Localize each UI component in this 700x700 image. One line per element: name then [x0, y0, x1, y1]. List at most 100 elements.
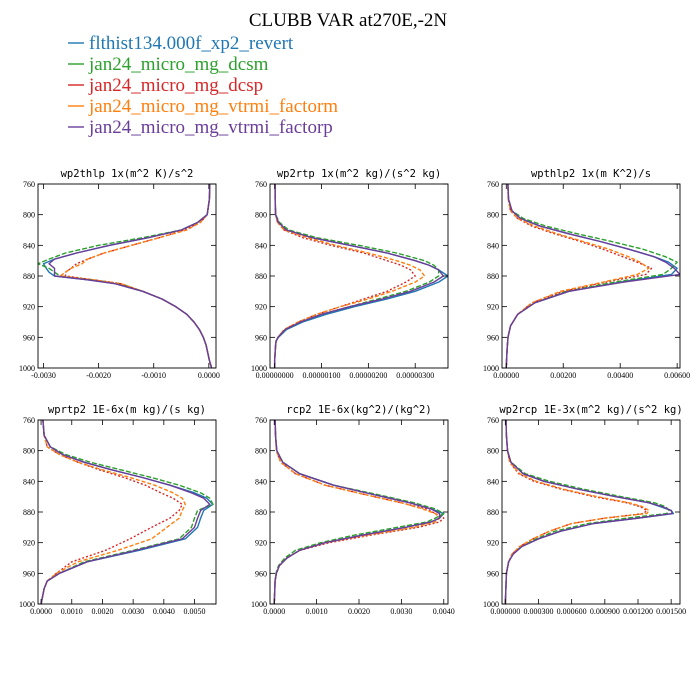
x-tick-label: 0.00000 — [493, 371, 519, 380]
y-tick-label: 840 — [23, 241, 35, 250]
panel-title: wp2rcp 1E-3x(m^2 kg)/(s^2 kg) — [499, 404, 682, 416]
x-tick-label: 0.00200 — [550, 371, 576, 380]
series-line — [40, 420, 214, 604]
y-tick-label: 840 — [487, 477, 499, 486]
panel-title: wpthlp2 1x(m K^2)/s — [531, 168, 651, 180]
y-tick-label: 960 — [255, 333, 267, 342]
panel-title: rcp2 1E-6x(kg^2)/(kg^2) — [286, 404, 431, 416]
series-line — [505, 184, 680, 368]
chart-panel: wprtp2 1E-6x(m kg)/(s kg) 760 800 840 880 920… — [19, 404, 217, 616]
x-tick-label: -0.0030 — [31, 371, 56, 380]
series-line — [273, 184, 445, 368]
y-tick-label: 840 — [255, 241, 267, 250]
y-tick-label: 920 — [23, 303, 35, 312]
series-line — [505, 184, 678, 368]
y-tick-label: 1000 — [483, 364, 499, 373]
y-tick-label: 880 — [255, 508, 267, 517]
legend-label: jan24_micro_mg_vtrmi_factorm — [88, 96, 338, 117]
x-tick-label: 0.00000000 — [256, 371, 294, 380]
x-tick-label: 0.00400 — [607, 371, 633, 380]
plot-frame — [269, 183, 449, 369]
x-tick-label: 0.000600 — [557, 607, 587, 616]
y-tick-label: 880 — [23, 272, 35, 281]
x-tick-label: 0.000300 — [523, 607, 553, 616]
series-line — [42, 184, 213, 368]
x-tick-label: 0.001500 — [656, 607, 686, 616]
y-tick-label: 1000 — [251, 600, 267, 609]
y-tick-label: 760 — [487, 180, 499, 189]
series-line — [273, 184, 426, 368]
series-group — [40, 420, 214, 604]
series-line — [504, 420, 650, 604]
series-line — [505, 184, 653, 368]
y-tick-label: 1000 — [19, 600, 35, 609]
y-tick-label: 800 — [255, 447, 267, 456]
x-tick-label: 0.000900 — [590, 607, 620, 616]
x-tick-label: -0.0010 — [141, 371, 166, 380]
x-tick-label: 0.001200 — [623, 607, 653, 616]
series-line — [504, 420, 673, 604]
y-tick-label: 1000 — [251, 364, 267, 373]
y-tick-label: 800 — [487, 211, 499, 220]
series-line — [273, 420, 441, 604]
y-tick-label: 920 — [487, 303, 499, 312]
x-tick-label: 0.0020 — [91, 607, 113, 616]
series-line — [273, 184, 440, 368]
x-tick-label: 0.0040 — [433, 607, 455, 616]
series-line — [38, 184, 213, 368]
legend-label: jan24_micro_mg_dcsp — [88, 75, 263, 96]
series-group — [38, 184, 213, 368]
series-line — [505, 184, 678, 368]
y-tick-label: 840 — [23, 477, 35, 486]
y-tick-label: 960 — [23, 569, 35, 578]
series-line — [504, 420, 648, 604]
series-line — [505, 184, 650, 368]
y-tick-label: 960 — [487, 333, 499, 342]
chart-panel: rcp2 1E-6x(kg^2)/(kg^2) 760 800 840 880 920 96… — [251, 404, 455, 616]
y-tick-label: 760 — [487, 416, 499, 425]
legend: flthist134.000f_xp2_revertjan24_micro_mg… — [68, 33, 338, 138]
series-line — [59, 184, 213, 368]
y-tick-label: 920 — [487, 539, 499, 548]
x-tick-label: 0.0010 — [306, 607, 328, 616]
legend-label: jan24_micro_mg_dcsm — [88, 54, 269, 75]
series-line — [40, 420, 187, 604]
y-tick-label: 920 — [255, 303, 267, 312]
y-tick-label: 1000 — [483, 600, 499, 609]
y-tick-label: 760 — [255, 180, 267, 189]
y-tick-label: 840 — [487, 241, 499, 250]
x-tick-label: 0.00000100 — [303, 371, 341, 380]
y-tick-label: 760 — [23, 416, 35, 425]
y-tick-label: 960 — [23, 333, 35, 342]
series-line — [273, 420, 445, 604]
series-line — [40, 420, 183, 604]
legend-label: jan24_micro_mg_vtrmi_factorp — [88, 117, 333, 138]
y-tick-label: 800 — [487, 447, 499, 456]
y-tick-label: 960 — [487, 569, 499, 578]
panel-title: wprtp2 1E-6x(m kg)/(s kg) — [48, 404, 206, 416]
series-line — [40, 420, 214, 604]
y-tick-label: 840 — [255, 477, 267, 486]
plot-frame — [37, 419, 217, 605]
panel-title: wp2thlp 1x(m^2 K)/s^2 — [61, 168, 194, 180]
series-line — [273, 420, 445, 604]
series-line — [273, 420, 445, 604]
x-tick-label: 0.000000 — [490, 607, 520, 616]
series-group — [273, 184, 448, 368]
legend-label: flthist134.000f_xp2_revert — [89, 33, 294, 54]
series-line — [40, 420, 211, 604]
panel-title: wp2rtp 1x(m^2 kg)/(s^2 kg) — [277, 168, 441, 180]
legend-item: jan24_micro_mg_vtrmi_factorm — [68, 96, 338, 117]
x-tick-label: 0.0040 — [153, 607, 175, 616]
x-tick-label: 0.00600 — [664, 371, 690, 380]
x-tick-label: 0.0000 — [198, 371, 220, 380]
chart-panel: wp2rcp 1E-3x(m^2 kg)/(s^2 kg)760 800 840 88… — [483, 404, 686, 616]
y-tick-label: 920 — [255, 539, 267, 548]
series-group — [505, 184, 680, 368]
x-tick-label: -0.0020 — [86, 371, 111, 380]
y-tick-label: 760 — [255, 416, 267, 425]
legend-item: jan24_micro_mg_dcsm — [68, 54, 269, 75]
y-tick-label: 880 — [255, 272, 267, 281]
y-tick-label: 1000 — [19, 364, 35, 373]
